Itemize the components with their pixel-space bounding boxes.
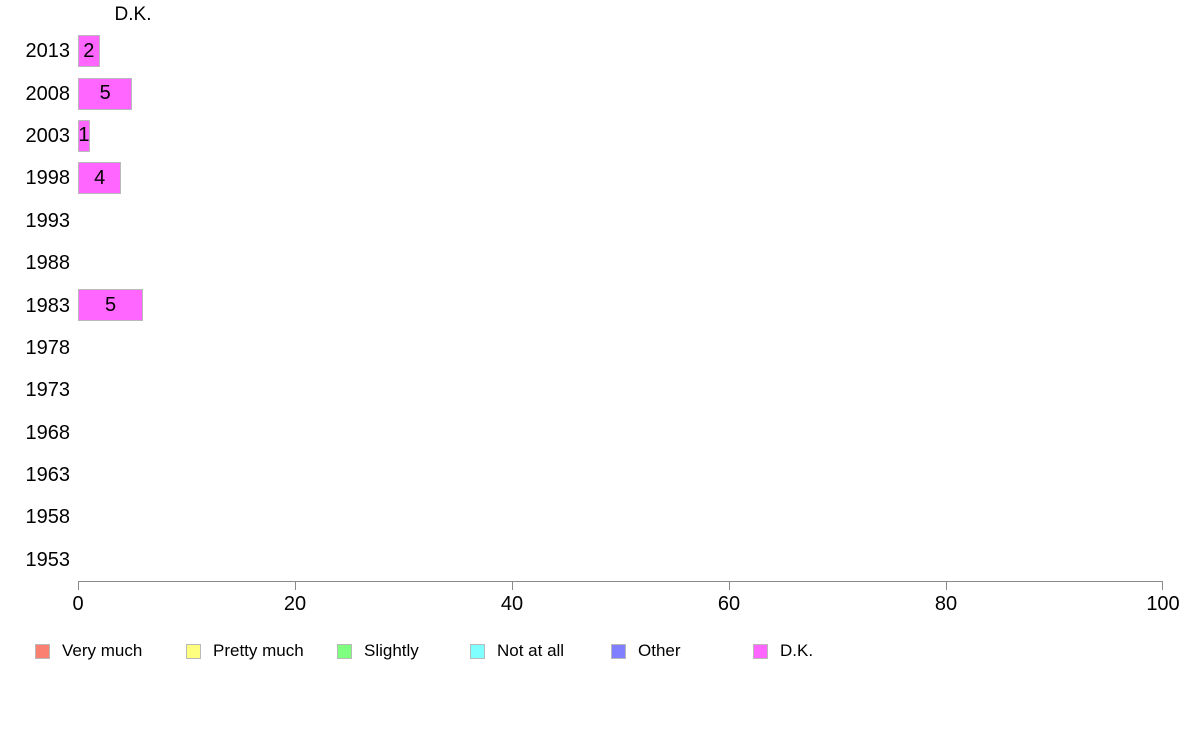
x-axis-tick-label: 20 [283, 593, 307, 615]
bar-value-label: 1 [78, 124, 90, 147]
x-axis-tick-label: 80 [934, 593, 958, 615]
x-axis-tick-mark [295, 581, 296, 590]
bar-value-label: 5 [99, 82, 111, 105]
legend-label: Slightly [364, 641, 419, 660]
x-axis-tick-label: 100 [1146, 593, 1180, 615]
x-axis-tick-label: 40 [500, 593, 524, 615]
legend-label: D.K. [780, 641, 814, 660]
x-axis-tick-mark [729, 581, 730, 590]
y-axis-label: 2013 [25, 40, 71, 63]
legend-swatch-icon [470, 643, 485, 659]
legend-swatch-icon [35, 643, 50, 659]
bar-row: 1 [78, 115, 1163, 157]
x-axis-tick-mark [512, 581, 513, 590]
y-axis-label: 2008 [25, 82, 71, 105]
bar-value-label: 5 [104, 293, 117, 316]
legend-item[interactable]: D.K. [753, 638, 813, 664]
legend-label: Other [638, 641, 681, 660]
legend-item[interactable]: Not at all [470, 638, 564, 664]
legend-item[interactable]: Slightly [337, 638, 419, 664]
legend-item[interactable]: Very much [35, 638, 142, 664]
x-axis-tick-label: 0 [72, 593, 84, 615]
y-axis-label: 1978 [25, 336, 71, 359]
y-axis-label: 1998 [25, 167, 71, 190]
bar-row: 2 [78, 30, 1163, 72]
x-axis-tick-label: 60 [717, 593, 741, 615]
bar-row: 4 [78, 157, 1163, 199]
y-axis-label: 1988 [25, 252, 71, 275]
y-axis-labels: 2013 2008 2003 1998 1993 1988 1983 1978 1973 1968… [0, 30, 71, 581]
y-axis-label: 2003 [25, 124, 71, 147]
legend-label: Not at all [497, 641, 565, 660]
bar-row: 5 [78, 284, 1163, 326]
legend-swatch-icon [611, 643, 626, 659]
bar[interactable]: 5 [78, 289, 144, 322]
y-axis-label: 1958 [25, 506, 71, 529]
bar-row: 5 [78, 72, 1163, 114]
panel-title: D.K. [114, 4, 152, 25]
legend-label: Pretty much [213, 641, 304, 660]
y-axis-label: 1973 [25, 379, 71, 402]
legend-label: Very much [62, 641, 143, 660]
bar[interactable]: 4 [78, 162, 122, 195]
legend-swatch-icon [186, 643, 201, 659]
legend-swatch-icon [337, 643, 352, 659]
x-axis-line [78, 581, 1163, 582]
x-axis-tick-mark [946, 581, 947, 590]
x-axis-tick-mark [78, 581, 79, 590]
y-axis-label: 1993 [25, 209, 71, 232]
y-axis-label: 1968 [25, 421, 71, 444]
legend: Very much Pretty much Slightly Not at all Ot… [0, 638, 1188, 664]
x-axis-tick-mark [1162, 581, 1163, 590]
bar-value-label: 2 [83, 39, 95, 62]
y-axis-label: 1953 [25, 548, 71, 571]
legend-item[interactable]: Other [611, 638, 681, 664]
y-axis-label: 1963 [25, 464, 71, 487]
legend-item[interactable]: Pretty much [186, 638, 304, 664]
bar[interactable]: 2 [78, 35, 100, 68]
bar-value-label: 4 [94, 166, 106, 189]
bar[interactable]: 5 [78, 77, 133, 110]
legend-swatch-icon [753, 643, 768, 659]
y-axis-label: 1983 [25, 294, 71, 317]
bar[interactable]: 1 [78, 119, 90, 152]
